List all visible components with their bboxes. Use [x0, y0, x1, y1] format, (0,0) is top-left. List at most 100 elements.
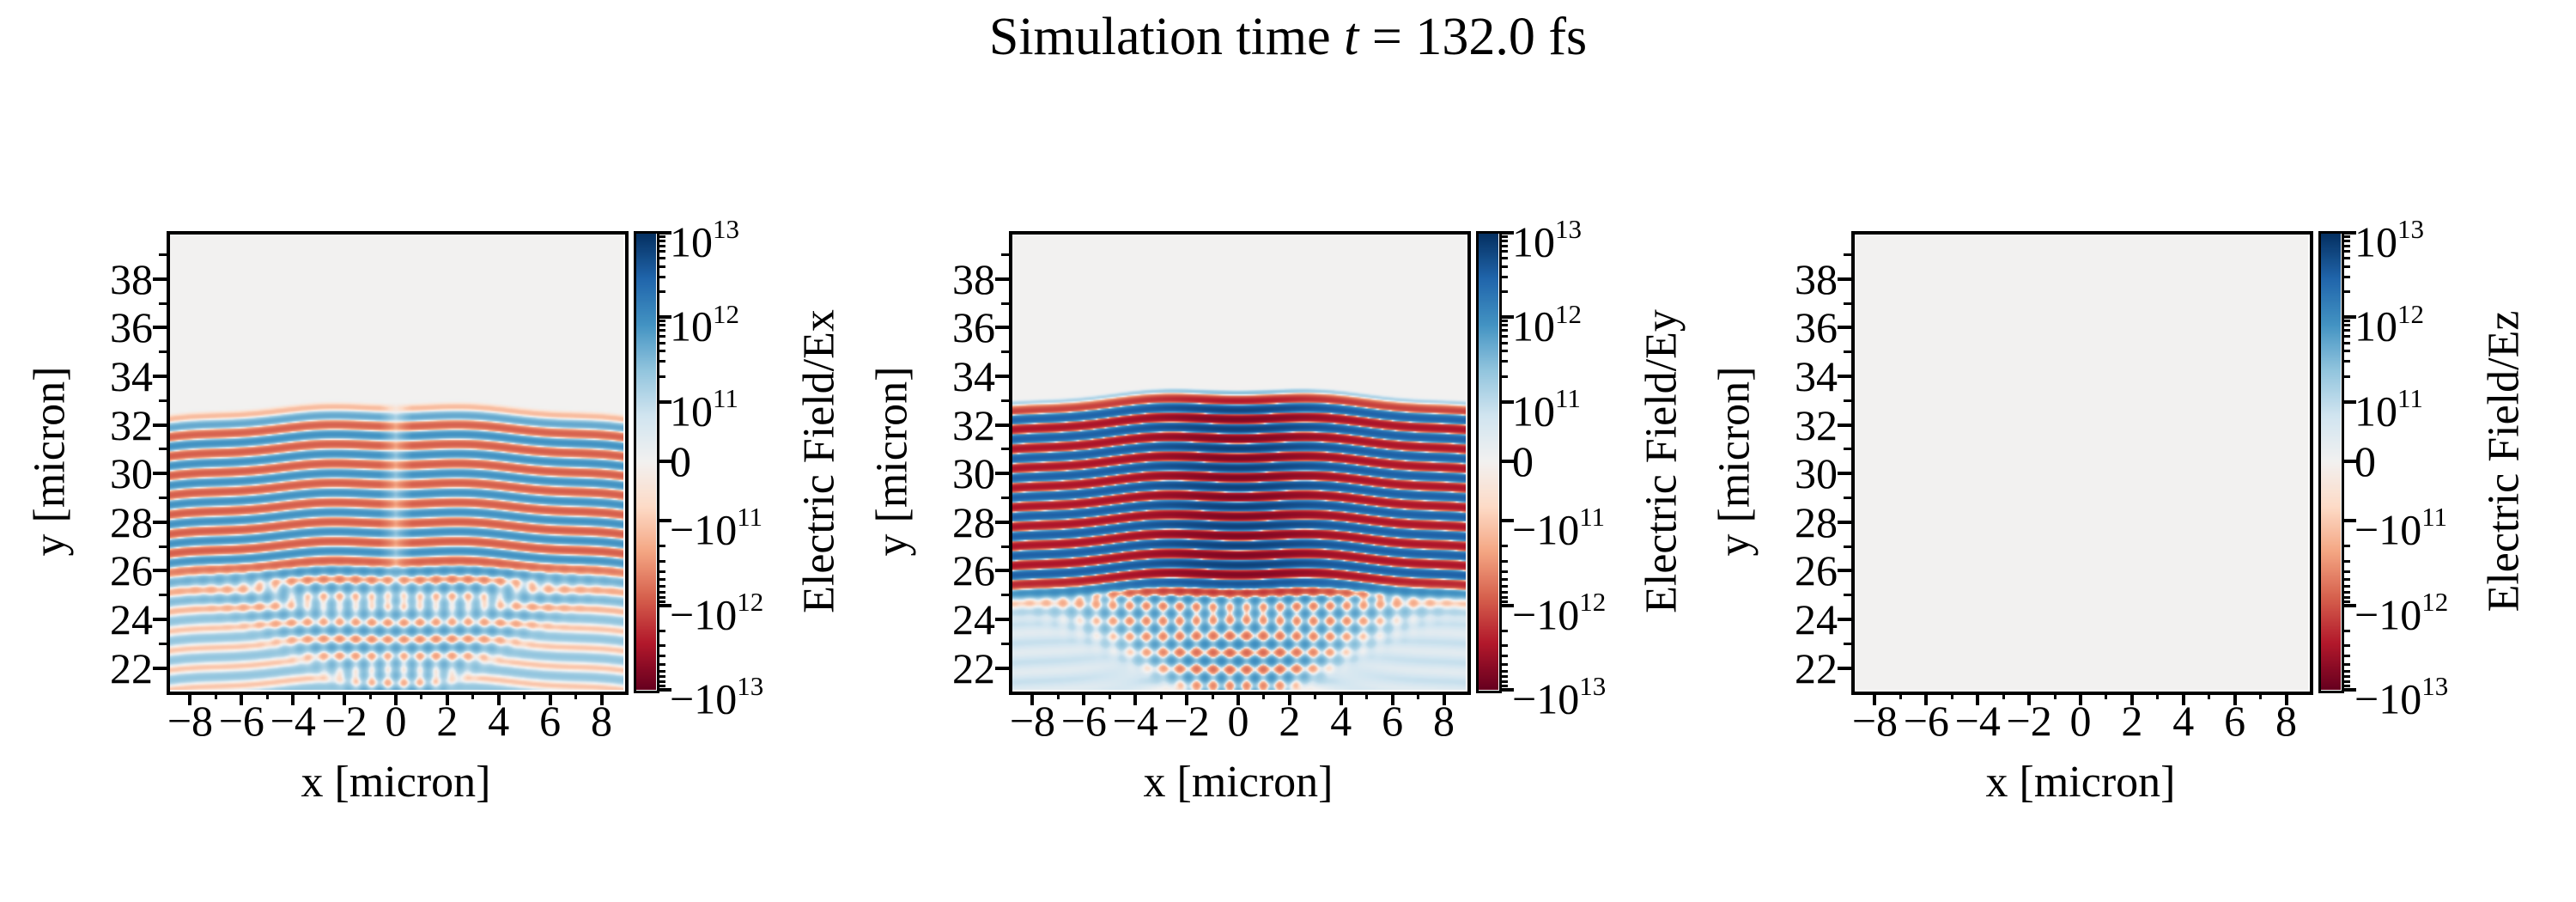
y-tick-label: 36 [952, 303, 995, 352]
colorbar-gradient [635, 233, 656, 690]
x-major-tick [2129, 692, 2134, 705]
y-minor-tick [1001, 399, 1009, 402]
colorbar-major-tick [2342, 399, 2356, 404]
y-major-tick [1838, 472, 1851, 476]
colorbar-label: Electric Field/Ey [1637, 309, 1686, 613]
y-minor-tick [1001, 350, 1009, 354]
colorbar-minor-tick [658, 320, 665, 323]
exponent: 12 [2397, 298, 2424, 329]
colorbar-minor-tick [658, 265, 665, 268]
colorbar-major-tick [658, 399, 671, 404]
colorbar-major-tick [1500, 460, 1514, 463]
x-tick-label: 0 [2069, 697, 2092, 745]
colorbar-minor-tick [2342, 644, 2350, 648]
colorbar-minor-tick [1500, 244, 1508, 247]
y-major-tick [1838, 374, 1851, 378]
exponent: 12 [713, 298, 739, 329]
colorbar-minor-tick [2342, 235, 2350, 238]
x-major-tick [343, 692, 347, 705]
y-major-tick [995, 326, 1009, 330]
x-minor-tick [1159, 692, 1163, 699]
y-major-tick [1838, 569, 1851, 573]
x-minor-tick [1211, 692, 1214, 699]
colorbar-minor-tick [2342, 350, 2350, 353]
x-tick-label: 2 [436, 697, 459, 745]
colorbar-minor-tick [658, 585, 665, 588]
y-minor-tick [1001, 302, 1009, 305]
colorbar-minor-tick [2342, 662, 2350, 666]
exponent: 12 [1579, 586, 1607, 617]
colorbar-minor-tick [658, 669, 665, 673]
colorbar-minor-tick [1500, 684, 1508, 687]
colorbar-Ez [2318, 231, 2344, 693]
x-major-tick [1390, 692, 1394, 705]
colorbar-minor-tick [2342, 585, 2350, 588]
exponent: 13 [737, 671, 764, 702]
y-tick-label: 32 [952, 400, 995, 449]
colorbar-minor-tick [658, 350, 665, 353]
colorbar-minor-tick [2342, 600, 2350, 603]
colorbar-gradient [2320, 233, 2341, 690]
x-tick-label: −6 [1903, 697, 1949, 745]
colorbar-minor-tick [1500, 375, 1508, 378]
colorbar-minor-tick [658, 680, 665, 683]
colorbar-tick-label: −1012 [1512, 586, 1607, 639]
x-tick-label: 8 [2275, 697, 2298, 745]
exponent: 11 [1555, 383, 1581, 414]
colorbar-minor-tick [1500, 559, 1508, 563]
y-tick-label: 36 [110, 303, 153, 352]
x-tick-label: −4 [1112, 697, 1158, 745]
colorbar-tick-label: 1013 [2354, 214, 2424, 266]
y-tick-label: 34 [952, 351, 995, 400]
y-tick-label: 28 [1795, 497, 1838, 546]
colorbar-minor-tick [1500, 360, 1508, 363]
colorbar-minor-tick [658, 684, 665, 687]
colorbar-minor-tick [1500, 585, 1508, 588]
colorbar-tick-label: 0 [2354, 437, 2376, 485]
colorbar-minor-tick [1500, 545, 1508, 548]
colorbar-major-tick [1500, 315, 1514, 320]
colorbar-minor-tick [1500, 341, 1508, 344]
y-minor-tick [159, 496, 167, 499]
colorbar-minor-tick [658, 244, 665, 247]
x-major-tick [2284, 692, 2288, 705]
x-major-tick [1185, 692, 1189, 705]
x-major-tick [2181, 692, 2185, 705]
heatmap-Ez [1853, 233, 2308, 690]
colorbar-tick-label: −1011 [2354, 502, 2448, 554]
colorbar-minor-tick [1500, 350, 1508, 353]
y-major-tick [1838, 617, 1851, 621]
y-minor-tick [1001, 496, 1009, 499]
y-major-tick [995, 277, 1009, 281]
colorbar-tick-label: 1012 [1512, 298, 1582, 351]
colorbar-minor-tick [1500, 629, 1508, 632]
colorbar-minor-tick [658, 655, 665, 658]
colorbar-major-tick [1500, 688, 1514, 692]
y-tick-label: 28 [110, 497, 153, 546]
colorbar-major-tick [1500, 603, 1514, 607]
y-major-tick [1838, 666, 1851, 670]
exponent: 11 [737, 502, 763, 533]
x-tick-label: 2 [1279, 697, 1301, 745]
colorbar-major-tick [658, 519, 671, 523]
x-major-tick [548, 692, 552, 705]
exponent: 11 [2421, 502, 2448, 533]
x-major-tick [1873, 692, 1877, 705]
x-minor-tick [317, 692, 320, 699]
colorbar-major-tick [658, 603, 671, 607]
colorbar-tick-label: −1013 [670, 671, 764, 723]
colorbar-tick-label: 1012 [2354, 298, 2424, 351]
x-minor-tick [368, 692, 372, 699]
exponent: 13 [1579, 671, 1607, 702]
y-minor-tick [1844, 350, 1851, 354]
x-minor-tick [2208, 692, 2211, 699]
y-major-tick [1838, 423, 1851, 427]
heatmap-Ex [168, 233, 623, 690]
y-tick-label: 38 [952, 254, 995, 303]
y-minor-tick [159, 350, 167, 354]
colorbar-minor-tick [1500, 590, 1508, 594]
colorbar-minor-tick [2342, 669, 2350, 673]
colorbar-tick-label: 1013 [670, 214, 739, 266]
colorbar-major-tick [658, 231, 671, 235]
colorbar-minor-tick [2342, 265, 2350, 268]
